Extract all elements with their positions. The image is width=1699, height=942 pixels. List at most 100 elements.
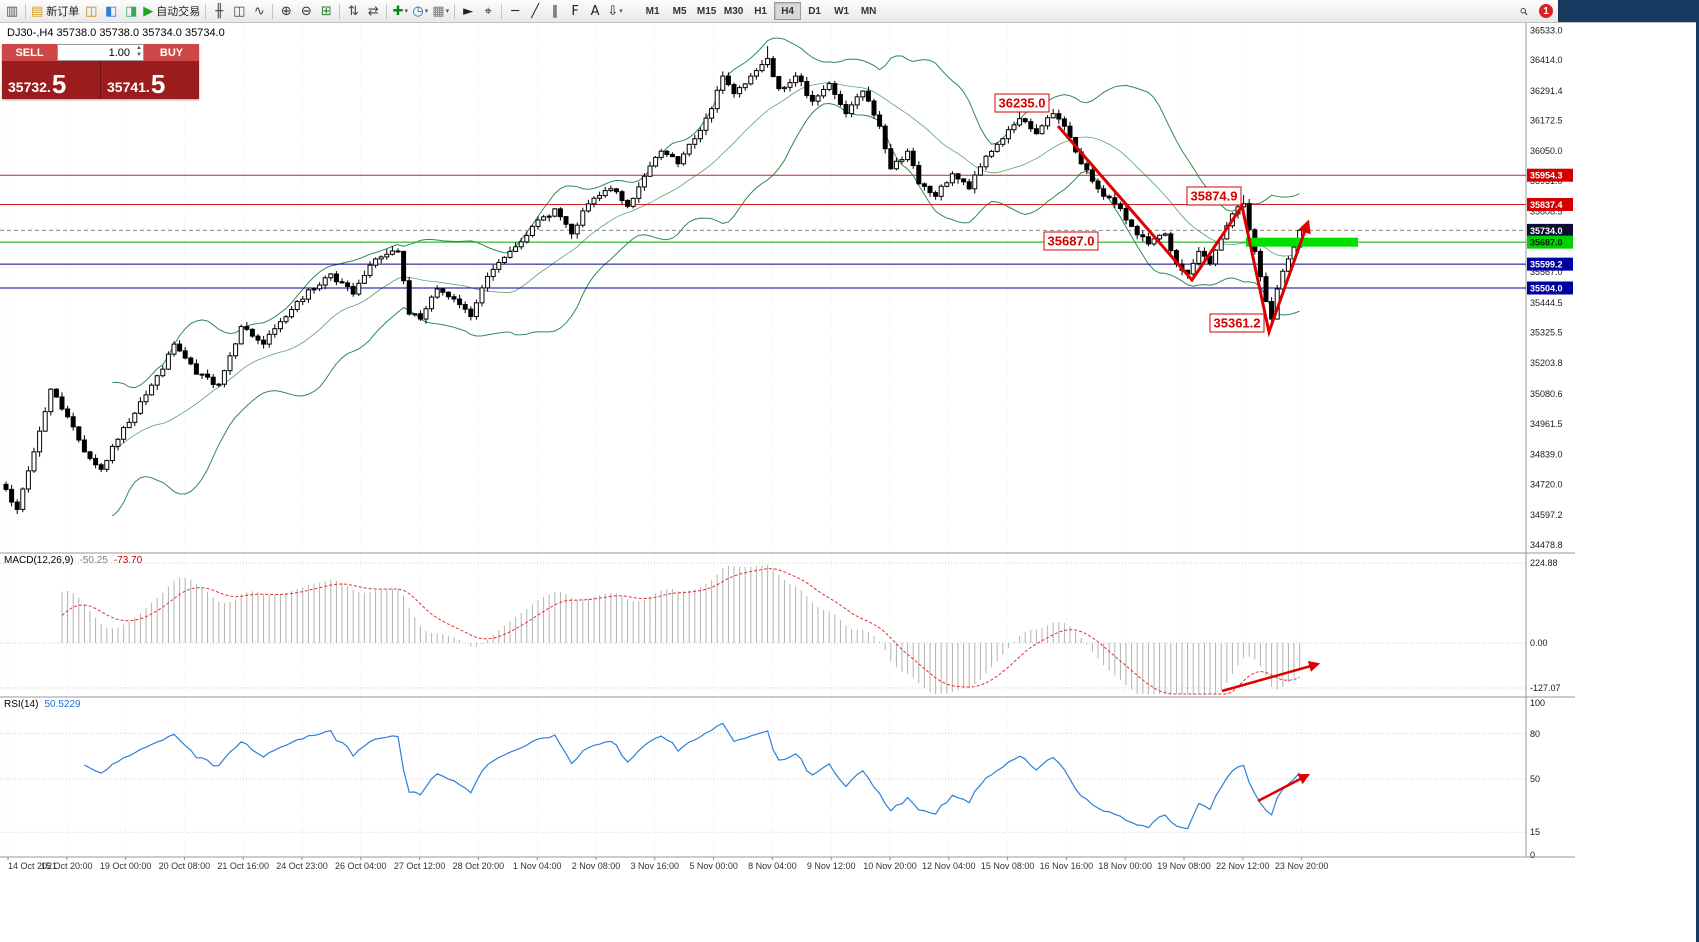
toolbar-separator	[25, 3, 26, 19]
svg-text:35325.5: 35325.5	[1530, 328, 1563, 338]
candlestick-chart-icon[interactable]: ◫	[229, 1, 249, 21]
volume-value: 1.00	[108, 46, 130, 59]
tile-windows-icon[interactable]: ⊞	[316, 1, 336, 21]
timeframe-H1[interactable]: H1	[747, 2, 774, 20]
add-indicator-icon-glyph: ✚	[392, 3, 404, 19]
equidistant-channel-icon[interactable]: ∥	[545, 1, 565, 21]
timeframe-M5[interactable]: M5	[666, 2, 693, 20]
svg-text:34597.2: 34597.2	[1530, 510, 1563, 520]
timeframe-M15[interactable]: M15	[693, 2, 720, 20]
price-badges: 35954.3 35837.4 35734.0 35687.0 35599.2 35504…	[1527, 168, 1573, 295]
window-corner	[1558, 0, 1699, 22]
svg-text:36050.0: 36050.0	[1530, 146, 1563, 156]
volume-input[interactable]: 1.00 ▲ ▼	[57, 44, 144, 61]
timeframe-M30[interactable]: M30	[720, 2, 747, 20]
svg-text:224.88: 224.88	[1530, 558, 1558, 568]
macd-value: -50.25	[79, 555, 108, 566]
toolbar-separator	[454, 3, 456, 19]
trend-arrows	[1056, 125, 1321, 803]
new-chart-icon-glyph: ▥	[5, 3, 19, 19]
macd-indicator-label: MACD(12,26,9) -50.25 -73.70	[4, 555, 142, 566]
svg-text:35504.0: 35504.0	[1530, 283, 1563, 293]
price-callout[interactable]: 35874.9	[1186, 186, 1242, 206]
period-icon[interactable]: ◷ ▾	[410, 1, 430, 21]
new-order-button[interactable]: ▤ 新订单	[29, 1, 81, 21]
auto-trading-button[interactable]: ▶ 自动交易	[141, 1, 202, 21]
data-window-icon[interactable]: ◧	[101, 1, 121, 21]
svg-text:35808.5: 35808.5	[1530, 207, 1563, 217]
shapes-icon[interactable]: ⇩ ▾	[605, 1, 625, 21]
arrange-windows-icon[interactable]: ⇅	[343, 1, 363, 21]
trendline-icon[interactable]: ╱	[525, 1, 545, 21]
volume-stepper[interactable]: ▲ ▼	[136, 45, 142, 58]
arrange-windows-icon-glyph: ⇅	[347, 3, 359, 19]
line-chart-icon[interactable]: ∿	[249, 1, 269, 21]
svg-text:24 Oct 23:00: 24 Oct 23:00	[276, 861, 328, 871]
svg-text:1 Nov 04:00: 1 Nov 04:00	[513, 861, 562, 871]
one-click-trading-panel: SELL 1.00 ▲ ▼ BUY 35732. 5 35741. 5	[2, 44, 199, 99]
toolbar: ▥ ▤ 新订单 ◫ ◧ ◨ ▶ 自动交易 ╫ ◫ ∿ ⊕ ⊖ ⊞ ⇅ ⇄ ✚ ▾ ◷ ▾ ▦ ▾ ► ⌖ ─ ╱ ∥ F A ⇩ ▾ M1 M…	[0, 0, 1699, 23]
svg-text:-127.07: -127.07	[1530, 683, 1561, 693]
svg-text:26 Oct 04:00: 26 Oct 04:00	[335, 861, 387, 871]
cursor-icon[interactable]: ►	[458, 1, 478, 21]
toolbar-separator	[386, 3, 388, 19]
template-icon[interactable]: ▦ ▾	[430, 1, 451, 21]
zoom-out-icon[interactable]: ⊖	[296, 1, 316, 21]
buy-button[interactable]: BUY	[144, 44, 199, 61]
bollinger-bands	[112, 37, 1300, 517]
price-callout[interactable]: 35687.0	[1043, 231, 1099, 251]
trend-arrow[interactable]	[1056, 125, 1311, 338]
timeframe-W1[interactable]: W1	[828, 2, 855, 20]
add-indicator-icon[interactable]: ✚ ▾	[390, 1, 410, 21]
search-icon[interactable]	[1514, 1, 1534, 21]
svg-text:2 Nov 08:00: 2 Nov 08:00	[572, 861, 621, 871]
toolbar-right: 1	[1514, 0, 1699, 22]
dropdown-caret-icon: ▾	[424, 7, 429, 15]
price-callout[interactable]: 35361.2	[1209, 313, 1265, 333]
auto-trading-button-label: 自动交易	[156, 6, 201, 18]
svg-text:36414.0: 36414.0	[1530, 55, 1563, 65]
timeframe-D1[interactable]: D1	[801, 2, 828, 20]
macd-panel	[61, 565, 1301, 695]
text-label-icon[interactable]: A	[585, 1, 605, 21]
buy-price[interactable]: 35741. 5	[107, 69, 166, 99]
horizontal-line-icon[interactable]: ─	[505, 1, 525, 21]
tile-windows-icon-glyph: ⊞	[320, 3, 332, 19]
zoom-out-icon-glyph: ⊖	[300, 3, 312, 19]
svg-text:8 Nov 04:00: 8 Nov 04:00	[748, 861, 797, 871]
period-icon-glyph: ◷	[412, 3, 424, 19]
sell-button[interactable]: SELL	[2, 44, 57, 61]
navigator-icon[interactable]: ◨	[121, 1, 141, 21]
svg-text:0: 0	[1530, 850, 1535, 860]
notification-badge[interactable]: 1	[1539, 4, 1553, 18]
toolbar-icon-group: ▥ ▤ 新订单 ◫ ◧ ◨ ▶ 自动交易 ╫ ◫ ∿ ⊕ ⊖ ⊞ ⇅ ⇄ ✚ ▾ ◷ ▾ ▦ ▾ ► ⌖ ─ ╱ ∥ F A ⇩ ▾	[0, 0, 625, 22]
chart-shift-icon[interactable]: ⇄	[363, 1, 383, 21]
svg-text:36172.5: 36172.5	[1530, 116, 1563, 126]
svg-text:35734.0: 35734.0	[1530, 226, 1563, 236]
zoom-in-icon[interactable]: ⊕	[276, 1, 296, 21]
timeframe-M1[interactable]: M1	[639, 2, 666, 20]
timeframe-MN[interactable]: MN	[855, 2, 882, 20]
equidistant-channel-icon-glyph: ∥	[551, 3, 559, 19]
svg-text:20 Oct 08:00: 20 Oct 08:00	[159, 861, 211, 871]
fibonacci-icon[interactable]: F	[565, 1, 585, 21]
toolbar-separator	[501, 3, 503, 19]
new-chart-icon[interactable]: ▥	[2, 1, 22, 21]
rsi-indicator-label: RSI(14) 50.5229	[4, 699, 81, 710]
svg-text:35954.3: 35954.3	[1530, 171, 1563, 181]
trade-panel-prices: 35732. 5 35741. 5	[2, 61, 199, 99]
market-watch-icon[interactable]: ◫	[81, 1, 101, 21]
price-callout[interactable]: 36235.0	[994, 93, 1050, 113]
trend-arrow[interactable]	[1257, 773, 1310, 803]
trend-arrow[interactable]	[1221, 661, 1321, 693]
crosshair-icon[interactable]: ⌖	[478, 1, 498, 21]
sell-price[interactable]: 35732. 5	[2, 61, 101, 99]
svg-text:36533.0: 36533.0	[1530, 25, 1563, 35]
bar-chart-icon[interactable]: ╫	[209, 1, 229, 21]
svg-text:10 Nov 20:00: 10 Nov 20:00	[863, 861, 917, 871]
timeframe-H4[interactable]: H4	[774, 2, 802, 20]
svg-text:19 Nov 08:00: 19 Nov 08:00	[1157, 861, 1211, 871]
cursor-icon-glyph: ►	[463, 3, 474, 19]
macd-signal-value: -73.70	[113, 555, 143, 566]
